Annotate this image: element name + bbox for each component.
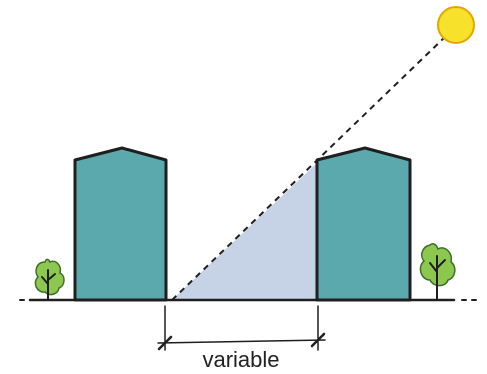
dimension-label: variable (202, 347, 279, 372)
sun-icon (437, 6, 475, 44)
tree-icon (34, 258, 65, 301)
building-left (73, 146, 168, 302)
building-right (315, 146, 412, 302)
sun-ray (171, 35, 447, 301)
tree-icon (419, 243, 456, 301)
dimension-line (157, 305, 326, 351)
